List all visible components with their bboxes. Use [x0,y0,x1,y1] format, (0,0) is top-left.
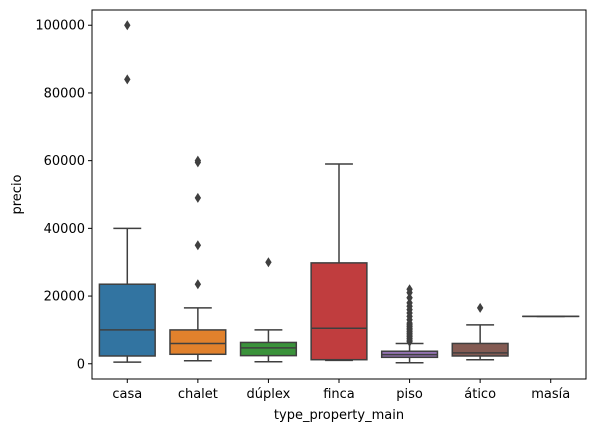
outlier-point [406,297,413,308]
outlier-point [124,20,131,31]
outlier-point [194,240,202,251]
box-group-casa [98,20,156,363]
boxes-layer [98,20,580,364]
x-tick-label: ático [464,387,496,402]
box-group-ático [451,302,509,361]
y-tick-label: 40000 [44,222,85,237]
box-group-finca [310,163,368,362]
outlier-point [406,292,413,303]
x-axis-label: type_property_main [274,408,404,423]
x-tick-label: dúplex [247,387,291,402]
y-axis: 0 20000 40000 60000 80000 100000 [35,19,92,372]
box-group-chalet [169,155,227,362]
outlier-point [194,155,202,166]
iqr-box [239,341,298,357]
iqr-box [451,342,509,357]
x-tick-label: finca [323,387,355,402]
iqr-box [98,283,156,357]
iqr-box [310,262,368,361]
box-group-piso [380,284,439,364]
x-tick-label: piso [396,387,423,402]
x-tick-label: masía [531,387,570,402]
outlier-point [124,74,131,85]
outlier-point [406,284,413,295]
y-tick-label: 0 [77,357,85,372]
iqr-box [169,329,227,356]
x-tick-label: chalet [178,387,218,402]
y-tick-label: 20000 [44,290,85,305]
outlier-point [194,192,202,203]
box-group-dúplex [239,257,298,363]
y-axis-label: precio [10,174,25,214]
outlier-point [265,257,272,268]
x-axis: casa chalet dúplex finca piso ático masía [112,379,570,402]
y-tick-label: 80000 [44,86,85,101]
y-tick-label: 100000 [35,19,85,34]
outlier-point [194,279,202,290]
outlier-point [476,302,484,313]
y-tick-label: 60000 [44,154,85,169]
x-tick-label: casa [112,387,142,402]
